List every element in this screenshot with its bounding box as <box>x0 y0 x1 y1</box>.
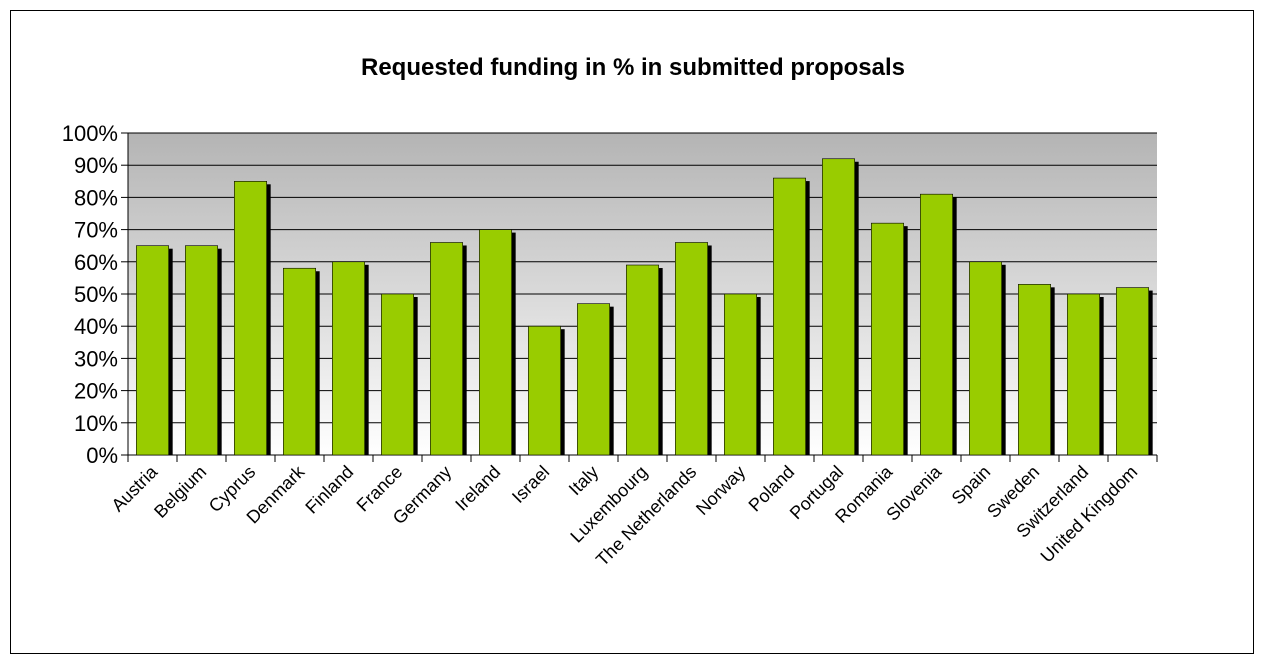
bar-ireland <box>479 229 512 456</box>
y-tick-label: 20% <box>74 379 118 404</box>
x-tick-label: Belgium <box>150 462 210 522</box>
bar-denmark <box>283 267 316 456</box>
x-tick-label: Finland <box>301 462 357 518</box>
bar-the-netherlands <box>675 242 708 456</box>
bar-sweden <box>1018 284 1051 456</box>
bar-poland <box>773 177 806 456</box>
bar-switzerland <box>1067 293 1100 456</box>
bar-portugal <box>822 158 855 456</box>
bar-italy <box>577 303 610 456</box>
y-tick-label: 60% <box>74 250 118 275</box>
bar-romania <box>871 222 904 456</box>
x-tick-label: Ireland <box>451 462 504 515</box>
bar-luxembourg <box>626 264 659 456</box>
x-tick-label: Norway <box>692 462 749 519</box>
y-tick-label: 90% <box>74 153 118 178</box>
y-tick-label: 100% <box>62 121 118 146</box>
bar-cyprus <box>234 181 267 456</box>
y-tick-label: 50% <box>74 282 118 307</box>
x-tick-label: Slovenia <box>882 461 946 525</box>
bar-austria <box>136 245 169 456</box>
bar-finland <box>332 261 365 456</box>
y-tick-label: 0% <box>86 443 118 468</box>
x-tick-label: Italy <box>565 462 602 499</box>
bar-united-kingdom <box>1116 287 1149 456</box>
y-tick-label: 10% <box>74 411 118 436</box>
y-tick-label: 80% <box>74 185 118 210</box>
bar-germany <box>430 242 463 456</box>
y-tick-label: 40% <box>74 314 118 339</box>
x-tick-label: Spain <box>948 462 995 509</box>
bar-france <box>381 293 414 456</box>
x-tick-label: Israel <box>508 462 553 507</box>
chart-title: Requested funding in % in submitted prop… <box>361 54 905 81</box>
bar-belgium <box>185 245 218 456</box>
bar-slovenia <box>920 193 953 456</box>
bar-spain <box>969 261 1002 456</box>
bar-chart: Requested funding in % in submitted prop… <box>62 54 1158 570</box>
chart-frame: Requested funding in % in submitted prop… <box>10 10 1254 654</box>
y-tick-label: 70% <box>74 218 118 243</box>
y-tick-label: 30% <box>74 346 118 371</box>
bar-norway <box>724 293 757 456</box>
bar-israel <box>528 325 561 456</box>
